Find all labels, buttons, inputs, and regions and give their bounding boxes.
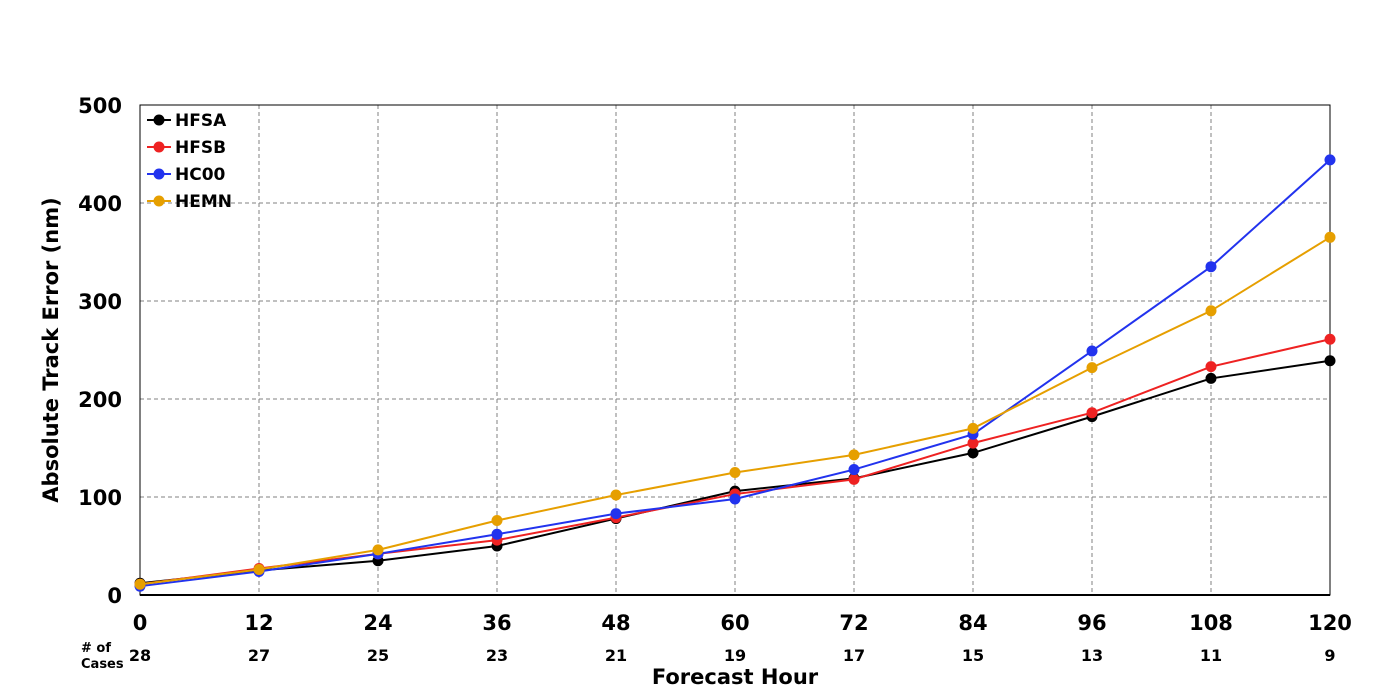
data-point-hfsb bbox=[967, 437, 979, 449]
grid-lines bbox=[140, 105, 1330, 595]
x-tick-label: 24 bbox=[363, 611, 392, 635]
data-point-hemn bbox=[253, 564, 265, 576]
x-tick-label: 12 bbox=[244, 611, 273, 635]
data-point-hc00 bbox=[610, 508, 622, 520]
data-point-hfsa bbox=[967, 447, 979, 459]
legend-item-hfsa: HFSA bbox=[147, 111, 227, 131]
case-count-label: 15 bbox=[962, 646, 984, 665]
data-point-hemn bbox=[1086, 362, 1098, 374]
data-point-hfsb bbox=[1205, 361, 1217, 373]
data-point-hc00 bbox=[729, 493, 741, 505]
case-count-label: 21 bbox=[605, 646, 627, 665]
y-tick-label: 0 bbox=[107, 584, 122, 608]
case-count-label: 11 bbox=[1200, 646, 1222, 665]
x-tick-label: 84 bbox=[958, 611, 987, 635]
data-point-hfsb bbox=[848, 473, 860, 485]
case-count-label: 27 bbox=[248, 646, 270, 665]
legend-label-hemn: HEMN bbox=[175, 192, 232, 212]
data-point-hc00 bbox=[848, 464, 860, 476]
x-tick-label: 0 bbox=[133, 611, 148, 635]
legend-marker-hfsa bbox=[153, 114, 165, 126]
y-tick-label: 500 bbox=[78, 94, 122, 118]
data-point-hc00 bbox=[1086, 345, 1098, 357]
legend-marker-hc00 bbox=[153, 168, 165, 180]
cases-header-line1: # of bbox=[81, 641, 111, 656]
x-tick-label: 60 bbox=[720, 611, 749, 635]
x-tick-label: 72 bbox=[839, 611, 868, 635]
data-point-hemn bbox=[1205, 305, 1217, 317]
legend-item-hc00: HC00 bbox=[147, 165, 226, 185]
data-point-hc00 bbox=[1205, 261, 1217, 273]
legend-label-hfsa: HFSA bbox=[175, 111, 227, 131]
x-tick-label: 96 bbox=[1077, 611, 1106, 635]
series-lines bbox=[134, 154, 1336, 592]
legend-item-hemn: HEMN bbox=[147, 192, 232, 212]
case-count-label: 9 bbox=[1324, 646, 1335, 665]
legend-marker-hfsb bbox=[153, 141, 165, 153]
data-point-hc00 bbox=[491, 528, 503, 540]
data-point-hemn bbox=[134, 578, 146, 590]
x-axis-title: Forecast Hour bbox=[652, 665, 819, 689]
y-axis-title: Absolute Track Error (nm) bbox=[39, 197, 63, 502]
legend-label-hc00: HC00 bbox=[175, 165, 226, 185]
axes bbox=[139, 104, 1331, 596]
data-point-hfsb bbox=[1324, 333, 1336, 345]
case-count-label: 17 bbox=[843, 646, 865, 665]
x-tick-label: 48 bbox=[601, 611, 630, 635]
data-point-hemn bbox=[1324, 231, 1336, 243]
data-point-hemn bbox=[491, 515, 503, 527]
case-count-label: 25 bbox=[367, 646, 389, 665]
cases-header-line2: Cases bbox=[81, 657, 124, 672]
data-point-hfsb bbox=[1086, 407, 1098, 419]
case-count-label: 28 bbox=[129, 646, 151, 665]
x-tick-label: 36 bbox=[482, 611, 511, 635]
legend-label-hfsb: HFSB bbox=[175, 138, 226, 158]
y-tick-label: 200 bbox=[78, 388, 122, 412]
y-tick-label: 400 bbox=[78, 192, 122, 216]
data-point-hemn bbox=[967, 422, 979, 434]
tick-labels: 0 100 200 300 400 500 0 12 24 36 48 60 72 84 96 108 120 bbox=[78, 94, 1352, 635]
data-point-hc00 bbox=[1324, 154, 1336, 166]
x-tick-label: 108 bbox=[1189, 611, 1233, 635]
case-count-label: 19 bbox=[724, 646, 746, 665]
y-tick-label: 300 bbox=[78, 290, 122, 314]
data-point-hemn bbox=[848, 449, 860, 461]
case-count-label: 23 bbox=[486, 646, 508, 665]
data-point-hemn bbox=[729, 467, 741, 478]
x-tick-label: 120 bbox=[1308, 611, 1352, 635]
y-tick-label: 100 bbox=[78, 486, 122, 510]
legend: HFSA HFSB HC00 HEMN bbox=[147, 111, 232, 212]
data-point-hfsa bbox=[1324, 355, 1336, 367]
case-count-label: 13 bbox=[1081, 646, 1103, 665]
data-point-hemn bbox=[372, 544, 384, 556]
data-point-hemn bbox=[610, 489, 622, 501]
data-point-hfsa bbox=[1205, 372, 1217, 384]
legend-item-hfsb: HFSB bbox=[147, 138, 226, 158]
legend-marker-hemn bbox=[153, 195, 165, 207]
